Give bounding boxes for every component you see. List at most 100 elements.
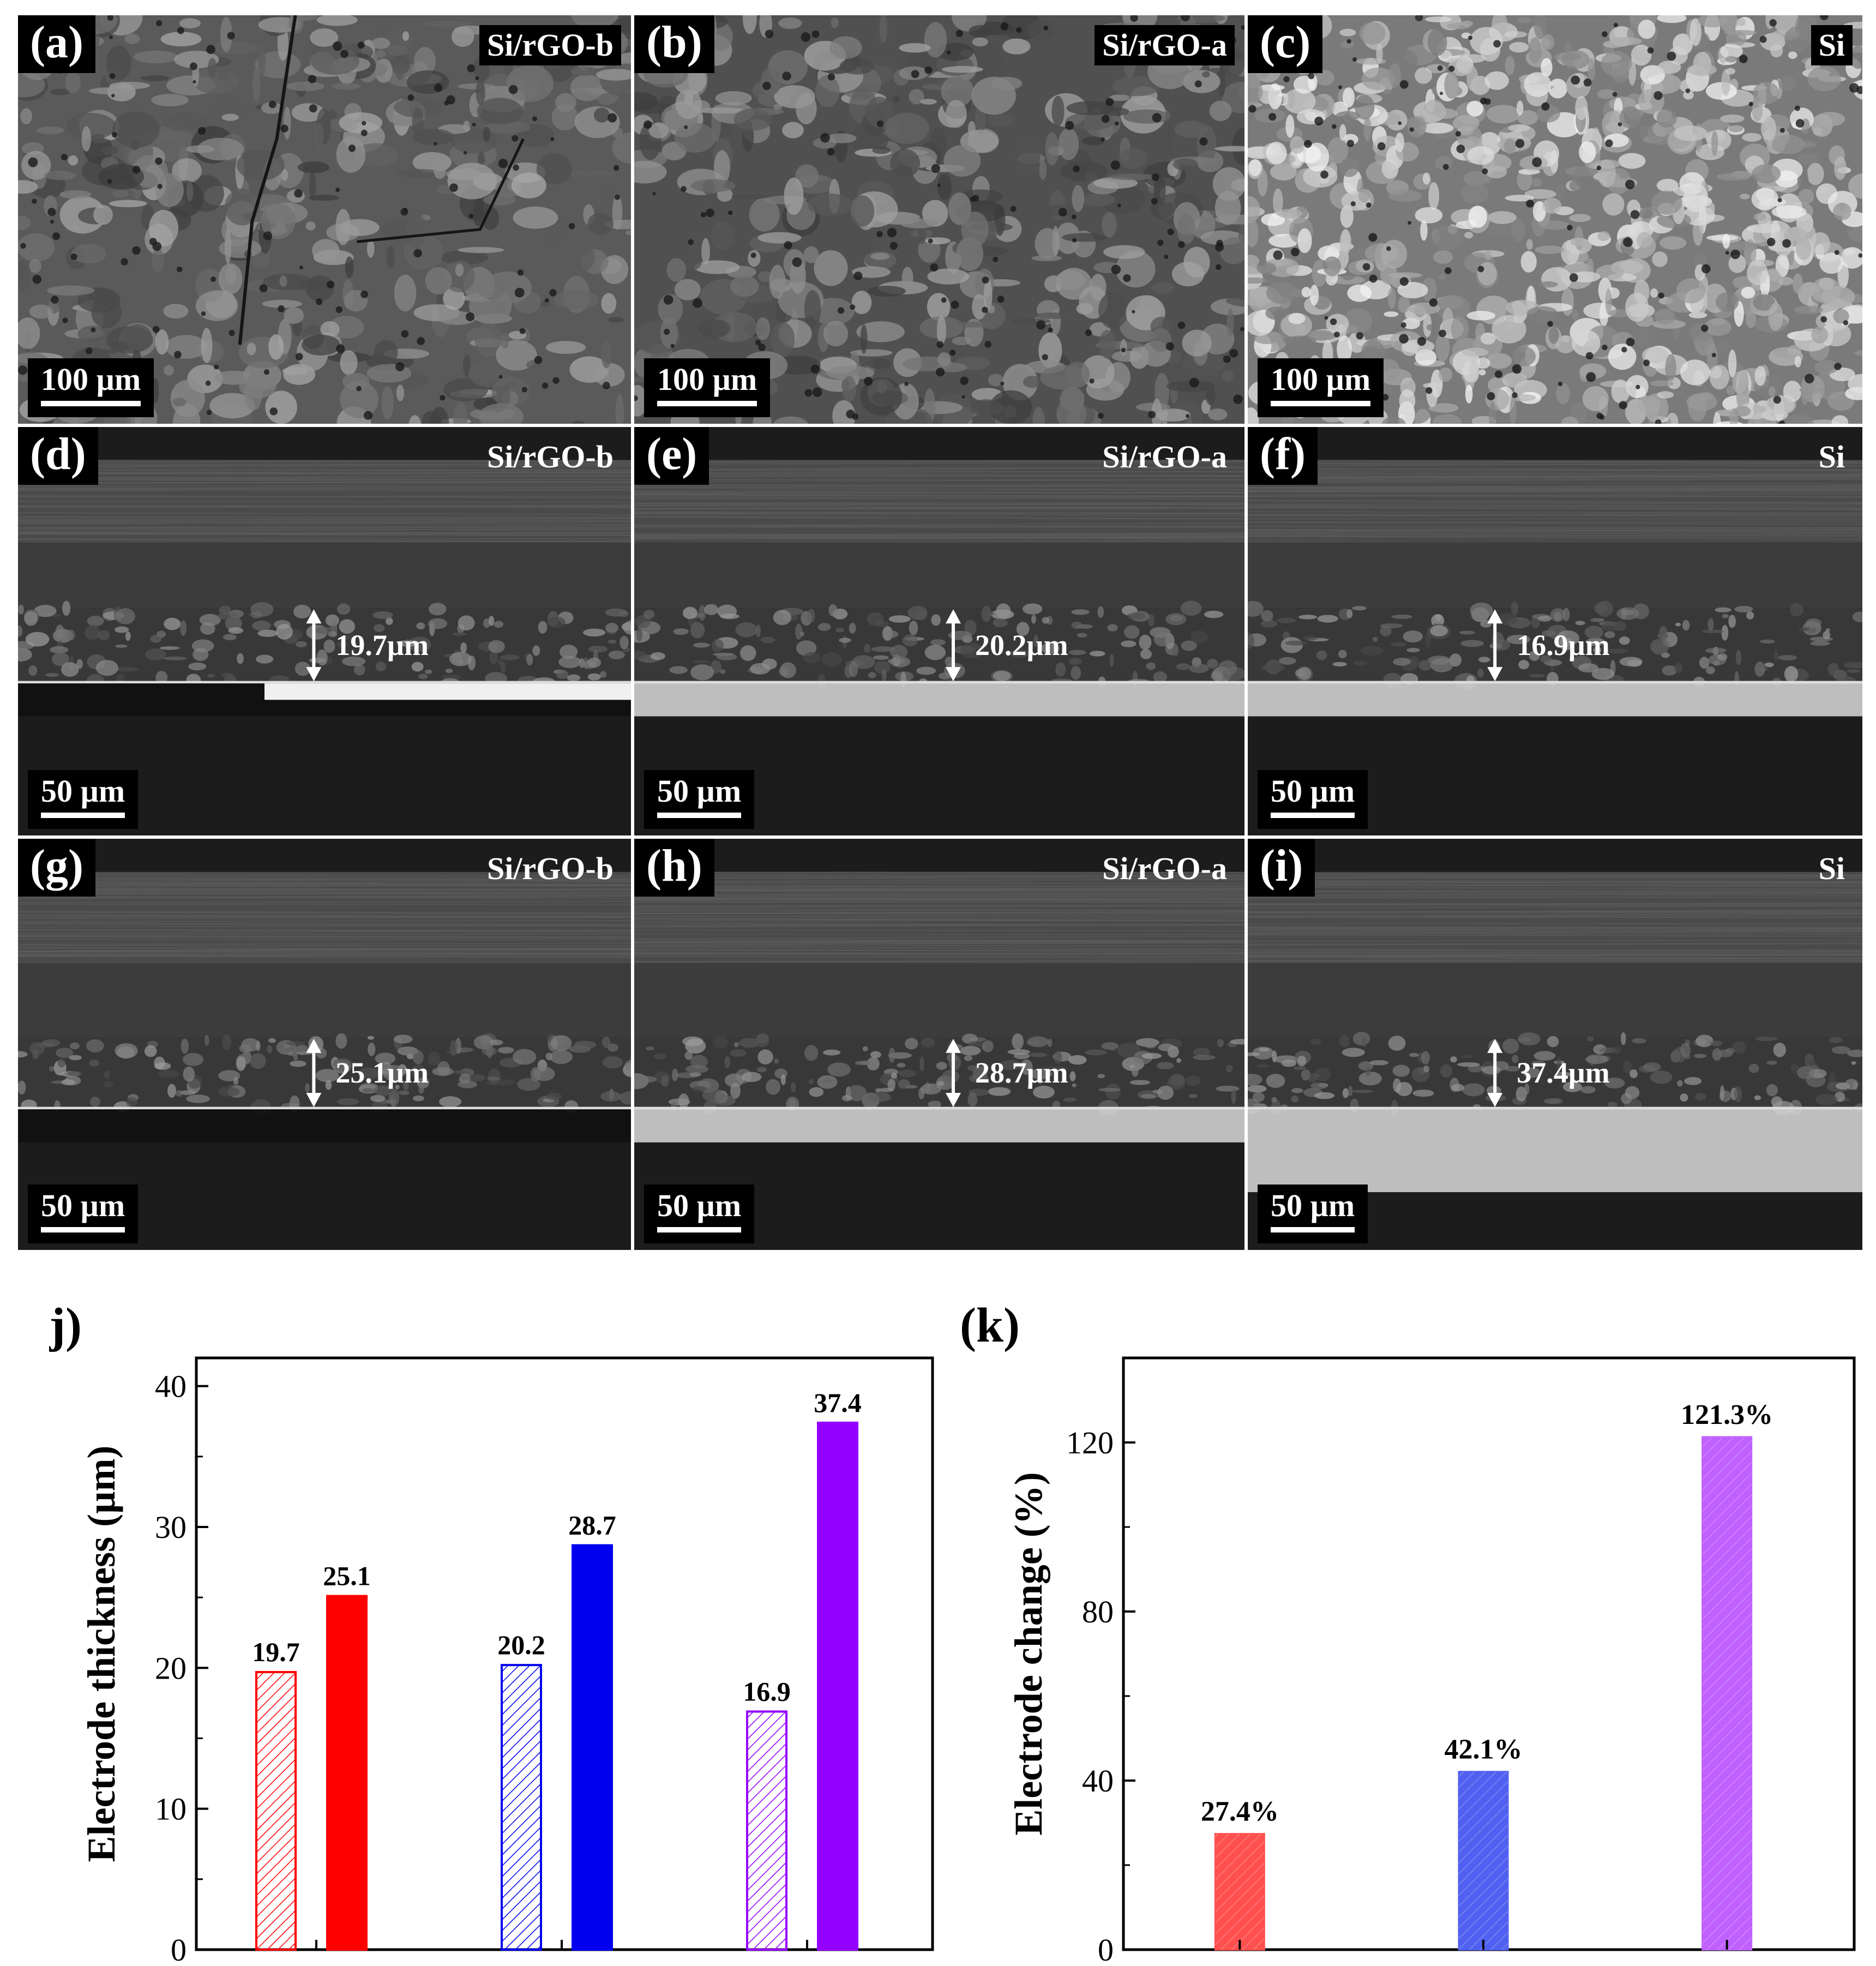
bar-data-label: 25.1 [323,1561,371,1591]
sample-label: Si/rGO-b [479,25,621,65]
thickness-label: 16.9µm [1517,630,1610,660]
y-tick-label: 120 [1066,1425,1114,1460]
bar-data-label: 16.9 [743,1676,791,1706]
y-tick-label: 30 [155,1510,187,1545]
y-axis-label: Electrode change (%) [1007,1472,1050,1836]
bar-change-hatch [1459,1772,1508,1950]
scale-bar-label: 100 µm [1271,362,1370,397]
y-axis-label: Electrode thickness (µm) [80,1445,123,1862]
sample-label: Si/rGO-a [1095,849,1235,889]
panel-label: (c) [1248,15,1322,73]
panel-label: (i) [1248,839,1315,897]
x-tick-label: Si [1713,1959,1741,1963]
sample-label: Si [1811,849,1853,889]
thickness-label: 28.7µm [975,1058,1068,1087]
scale-bar: 50 µm [28,1185,138,1243]
scale-bar-line [1271,1227,1355,1232]
y-tick-label: 10 [155,1791,187,1827]
y-tick-label: 40 [1082,1763,1114,1799]
panel-label: (b) [634,15,714,73]
bar-before-cycling [256,1672,296,1950]
scale-bar-line [41,813,125,818]
chart-k-svg: 0 40 80 120 Electrode change (%) (k) 27.4% Si/r… [960,1292,1865,1963]
bar-before-cycling [502,1665,541,1950]
scale-bar-line [1271,813,1355,818]
scale-bar: 50 µm [1258,770,1368,829]
x-tick-label: Si/rGO-a [1419,1959,1548,1963]
scale-bar-line [1271,401,1370,406]
scale-bar-label: 100 µm [41,362,141,397]
sem-panel-b: (b) Si/rGO-a 100 µm [633,14,1246,425]
scale-bar: 50 µm [644,770,754,829]
bar-data-label: 28.7 [568,1510,616,1541]
scale-bar: 50 µm [644,1185,754,1243]
bar-data-label: 20.2 [497,1630,545,1660]
scale-bar-label: 50 µm [657,1188,741,1223]
scale-bar-label: 100 µm [657,362,757,397]
scale-bar-label: 50 µm [41,1188,125,1223]
sem-panel-e: 20.2µm (e) Si/rGO-a 50 µm [633,425,1246,837]
scale-bar: 50 µm [28,770,138,829]
panel-label: (e) [634,427,709,485]
scale-bar-label: 50 µm [1271,1188,1355,1223]
bar-after-cycling [573,1546,612,1950]
panel-label: (a) [18,15,95,73]
scale-bar-line [657,1227,741,1232]
x-tick-label: Si/rGO-a [497,1959,627,1963]
bar-after-cycling [818,1423,857,1950]
y-tick-label: 40 [155,1369,187,1404]
scale-bar-line [657,813,741,818]
y-tick-label: 0 [171,1932,187,1963]
thickness-label: 19.7µm [335,630,429,660]
y-tick-label: 80 [1082,1594,1114,1630]
sample-label: Si [1811,25,1853,65]
x-tick-label: Si [793,1959,821,1963]
x-tick-label: Si/rGO-b [251,1959,382,1963]
x-tick-label: Si/rGO-b [1174,1959,1305,1963]
sem-panel-c: (c) Si 100 µm [1246,14,1864,425]
scale-bar-line [41,1227,125,1232]
scale-bar: 100 µm [28,358,154,417]
panel-label: (g) [18,839,95,897]
sem-panel-i: 37.4µm (i) Si 50 µm [1246,837,1864,1252]
thickness-label: 37.4µm [1517,1058,1610,1087]
sample-label: Si/rGO-a [1095,437,1235,477]
sample-label: Si/rGO-a [1095,25,1235,65]
sem-panel-g: 25.1µm (g) Si/rGO-b 50 µm [16,837,633,1252]
sample-label: Si [1811,437,1853,477]
panel-label: (h) [634,839,714,897]
sample-label: Si/rGO-b [479,437,621,477]
panel-label: (d) [18,427,98,485]
bar-data-label: 27.4% [1201,1796,1279,1827]
chart-panel-label: (j) [49,1298,82,1352]
sem-panel-f: 16.9µm (f) Si 50 µm [1246,425,1864,837]
sem-panel-a: (a) Si/rGO-b 100 µm [16,14,633,425]
scale-bar-line [657,401,757,406]
scale-bar-label: 50 µm [657,773,741,809]
bar-data-label: 37.4 [814,1387,862,1418]
bar-data-label: 19.7 [252,1637,300,1667]
chart-panel-label: (k) [960,1298,1020,1352]
scale-bar-label: 50 µm [1271,773,1355,809]
bar-data-label: 121.3% [1681,1399,1773,1430]
bar-change-hatch [1703,1437,1752,1950]
thickness-label: 20.2µm [975,630,1068,660]
chart-k: 0 40 80 120 Electrode change (%) (k) 27.4% Si/r… [960,1292,1865,1963]
bar-before-cycling [747,1711,786,1950]
thickness-label: 25.1µm [335,1058,429,1087]
panel-label: (f) [1248,427,1318,485]
bar-data-label: 42.1% [1445,1734,1523,1765]
bar-after-cycling [327,1596,366,1950]
sample-label: Si/rGO-b [479,849,621,889]
scale-bar: 100 µm [644,358,770,417]
y-tick-label: 0 [1098,1932,1114,1963]
sem-panel-h: 28.7µm (h) Si/rGO-a 50 µm [633,837,1246,1252]
scale-bar-line [41,401,141,406]
bar-change-hatch [1215,1834,1264,1950]
scale-bar: 50 µm [1258,1185,1368,1243]
scale-bar-label: 50 µm [41,773,125,809]
sem-panel-d: 19.7µm (d) Si/rGO-b 50 µm [16,425,633,837]
